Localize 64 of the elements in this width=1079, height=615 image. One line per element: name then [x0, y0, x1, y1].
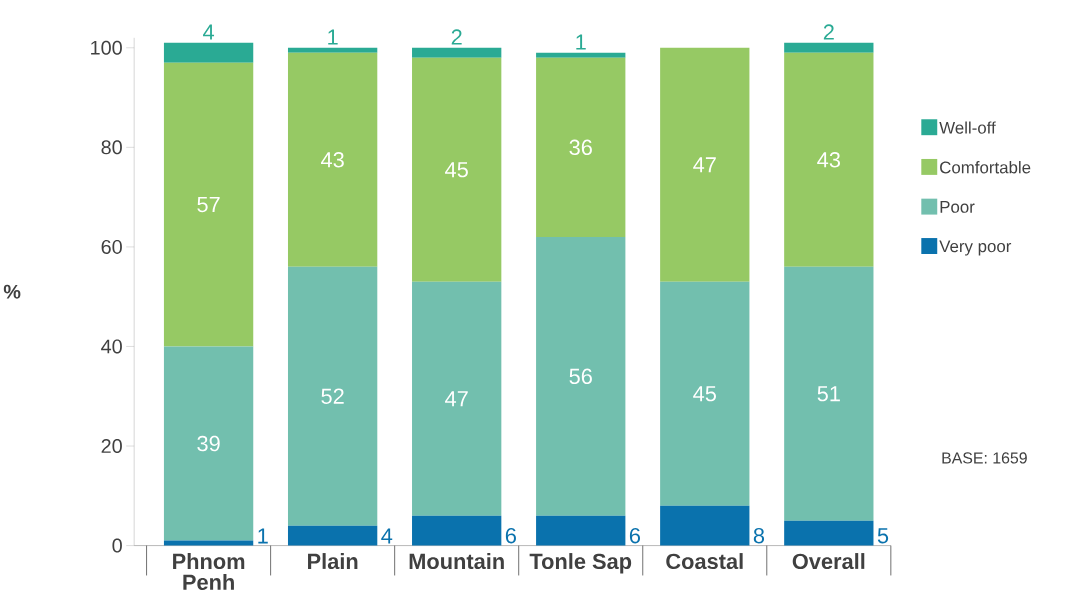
y-axis-title: %	[3, 284, 21, 299]
data-label: 43	[321, 151, 344, 168]
bar	[412, 47, 502, 58]
legend-label: Poor	[940, 200, 975, 213]
bar	[660, 505, 750, 546]
data-label: 1	[258, 528, 268, 544]
data-label: 2	[451, 29, 462, 45]
bar	[660, 47, 750, 282]
bar	[536, 57, 626, 237]
legend-label: Comfortable	[940, 160, 1031, 174]
bar	[412, 281, 502, 516]
data-label: 52	[321, 388, 344, 404]
data-label: 45	[693, 386, 716, 402]
y-tick-label: 60	[101, 239, 122, 254]
x-tick-label: Tonle Sap	[529, 552, 632, 574]
data-label: 6	[629, 527, 640, 544]
bar	[163, 540, 254, 546]
bar	[660, 281, 750, 506]
data-label: 2	[823, 24, 834, 40]
text: BASE: 1659	[942, 452, 1027, 464]
data-label: 47	[693, 157, 716, 173]
legend-label: Very poor	[939, 240, 1012, 256]
x-tick-label: Phnom Penh	[173, 552, 245, 590]
y-tick-label: 0	[112, 538, 122, 553]
data-label: 39	[197, 435, 220, 452]
data-label: 36	[569, 139, 592, 155]
data-label: 6	[505, 527, 516, 544]
data-label: 5	[877, 528, 889, 544]
bar	[287, 47, 378, 53]
legend-label: Well-off	[939, 121, 996, 134]
bar	[163, 42, 254, 63]
bar	[784, 42, 874, 53]
bar	[536, 515, 626, 546]
x-tick-label: Coastal	[666, 552, 743, 569]
bar	[784, 520, 874, 546]
y-tick-label: 20	[101, 438, 122, 453]
x-tick-label: Plain	[308, 552, 358, 569]
bar	[536, 52, 626, 58]
bar	[287, 525, 378, 546]
data-label: 1	[328, 29, 338, 45]
bar	[536, 236, 626, 516]
data-label: 4	[203, 24, 215, 40]
x-tick-label: Overall	[792, 552, 865, 569]
bar	[287, 266, 378, 526]
bar	[784, 52, 874, 267]
y-tick-label: 40	[101, 339, 122, 354]
data-label: 47	[445, 391, 468, 407]
bar	[784, 266, 874, 521]
bar	[163, 62, 254, 347]
bar	[287, 52, 378, 267]
y-tick-label: 100	[91, 40, 122, 55]
y-tick-label: 80	[101, 140, 122, 155]
data-label: 4	[381, 528, 393, 544]
bar	[163, 346, 254, 541]
x-tick-label: Mountain	[409, 552, 504, 569]
bar	[412, 57, 502, 282]
data-label: 56	[569, 368, 592, 384]
bar	[412, 515, 502, 546]
data-label: 51	[817, 386, 840, 402]
data-label: 45	[445, 161, 468, 178]
data-label: 1	[576, 34, 586, 50]
data-label: 57	[197, 196, 220, 213]
data-label: 43	[817, 151, 840, 168]
data-label: 8	[753, 527, 765, 544]
